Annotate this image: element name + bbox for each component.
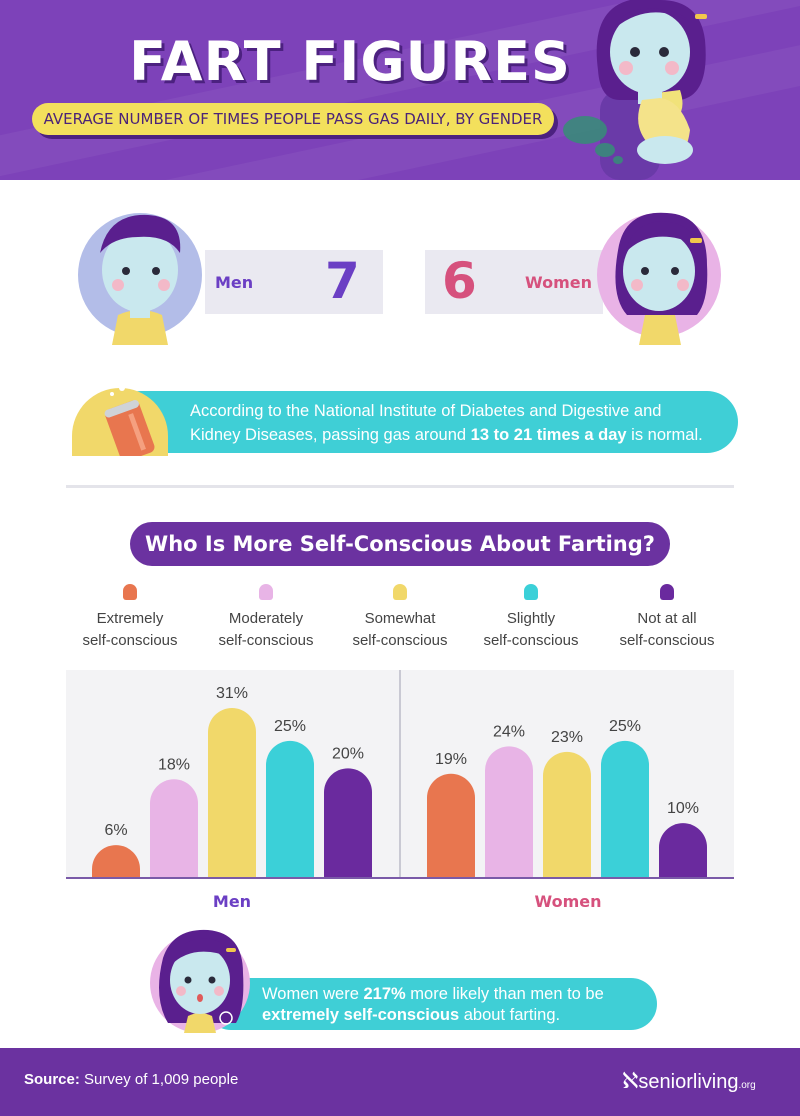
embarrassed-woman-avatar bbox=[150, 929, 250, 1033]
source-label: Source: bbox=[24, 1071, 80, 1088]
men-stat-box bbox=[205, 250, 383, 314]
bar-value-label-women-1: 24% bbox=[493, 723, 525, 740]
bar-value-label-men-2: 31% bbox=[216, 685, 248, 702]
women-label: Women bbox=[525, 273, 592, 292]
fact1-bold: 13 to 21 times a day bbox=[470, 426, 627, 444]
bar-men-extremely-self-conscious bbox=[92, 845, 140, 878]
group-label-men: Men bbox=[213, 892, 251, 911]
bar-value-label-women-2: 23% bbox=[551, 729, 583, 746]
source-note: Source: Survey of 1,009 people bbox=[24, 1071, 238, 1088]
fact2-part-c: about farting. bbox=[459, 1006, 561, 1024]
fact1-line2: Kidney Diseases, passing gas around bbox=[190, 426, 471, 444]
fact2-part-b: more likely than men to be bbox=[405, 985, 604, 1003]
brand-suffix: .org bbox=[738, 1080, 756, 1091]
legend-swatch-somewhat bbox=[393, 584, 407, 600]
bar-value-label-men-3: 25% bbox=[274, 718, 306, 735]
bar-men-slightly-self-conscious bbox=[266, 740, 314, 878]
source-text: Survey of 1,009 people bbox=[79, 1071, 239, 1088]
legend-label-line1: Not at all bbox=[637, 610, 697, 627]
bar-men-somewhat-self-conscious bbox=[208, 708, 256, 878]
fact-pill-women-likelier bbox=[205, 978, 657, 1030]
bar-value-label-men-4: 20% bbox=[332, 745, 364, 762]
legend-label-line2: self-conscious bbox=[352, 632, 448, 649]
legend-label-line2: self-conscious bbox=[619, 632, 715, 649]
legend-label-line1: Extremely bbox=[96, 610, 164, 627]
women-stat-box bbox=[425, 250, 603, 314]
bar-value-label-women-0: 19% bbox=[435, 751, 467, 768]
chart-legend: Extremely self-conscious Moderately self-c… bbox=[0, 584, 800, 654]
legend-swatch-extremely bbox=[123, 584, 137, 600]
men-label: Men bbox=[215, 273, 254, 292]
section-divider bbox=[66, 485, 734, 488]
bar-value-label-women-4: 10% bbox=[667, 800, 699, 817]
bar-value-label-men-1: 18% bbox=[158, 756, 190, 773]
bar-women-extremely-self-conscious bbox=[427, 773, 475, 878]
women-daily-value: 6 bbox=[442, 252, 477, 310]
bar-women-not-at-all-self-conscious bbox=[659, 823, 707, 878]
woman-on-toilet-illustration bbox=[563, 0, 707, 180]
bar-men-moderately-self-conscious bbox=[150, 779, 198, 878]
chart-title: Who Is More Self-Conscious About Farting… bbox=[130, 522, 670, 566]
fact2-part-a: Women were bbox=[262, 985, 364, 1003]
brand-logo[interactable]: ℵseniorliving.org bbox=[622, 1068, 756, 1094]
bar-women-slightly-self-conscious bbox=[601, 740, 649, 878]
legend-label-line2: self-conscious bbox=[483, 632, 579, 649]
brand-name: seniorliving bbox=[638, 1071, 739, 1093]
fact2-bold-percent: 217% bbox=[363, 985, 406, 1003]
legend-item-not-at-all: Not at all self-conscious bbox=[597, 608, 737, 652]
fact1-line1: According to the National Institute of D… bbox=[190, 402, 662, 420]
legend-label-line1: Moderately bbox=[228, 610, 304, 627]
group-label-women: Women bbox=[535, 892, 602, 911]
page-subtitle: AVERAGE NUMBER OF TIMES PEOPLE PASS GAS … bbox=[32, 103, 554, 135]
legend-item-slightly: Slightly self-conscious bbox=[461, 608, 601, 652]
fact-pill-normal-range bbox=[110, 391, 738, 453]
brand-swirl-icon: ℵ bbox=[622, 1068, 639, 1093]
fact-women-likelier-text: Women were 217% more likely than men to … bbox=[262, 984, 652, 1026]
legend-swatch-not-at-all bbox=[660, 584, 674, 600]
legend-item-moderately: Moderately self-conscious bbox=[196, 608, 336, 652]
legend-label-line1: Somewhat bbox=[364, 610, 436, 627]
soda-can-icon bbox=[72, 380, 168, 456]
footer bbox=[0, 1048, 800, 1116]
bar-men-not-at-all-self-conscious bbox=[324, 768, 372, 878]
legend-item-somewhat: Somewhat self-conscious bbox=[330, 608, 470, 652]
page-title: FART FIGURES bbox=[129, 30, 571, 93]
legend-item-extremely: Extremely self-conscious bbox=[60, 608, 200, 652]
woman-avatar bbox=[597, 212, 721, 345]
men-daily-value: 7 bbox=[325, 252, 360, 310]
bar-value-label-women-3: 25% bbox=[609, 718, 641, 735]
bar-women-moderately-self-conscious bbox=[485, 746, 533, 878]
man-avatar bbox=[78, 213, 202, 345]
fact-normal-range-text: According to the National Institute of D… bbox=[190, 399, 730, 447]
legend-label-line2: self-conscious bbox=[218, 632, 314, 649]
legend-swatch-moderately bbox=[259, 584, 273, 600]
legend-label-line1: Slightly bbox=[506, 610, 556, 627]
legend-label-line2: self-conscious bbox=[82, 632, 178, 649]
bar-chart: 6% 18% 31% 25% 20% Men 19% 24% 23% 25% 10% Women bbox=[66, 670, 734, 911]
fact2-bold-phrase: extremely self-conscious bbox=[262, 1006, 460, 1024]
bar-women-somewhat-self-conscious bbox=[543, 751, 591, 878]
legend-swatch-slightly bbox=[524, 584, 538, 600]
bar-value-label-men-0: 6% bbox=[104, 822, 127, 839]
fact1-end: is normal. bbox=[626, 426, 703, 444]
